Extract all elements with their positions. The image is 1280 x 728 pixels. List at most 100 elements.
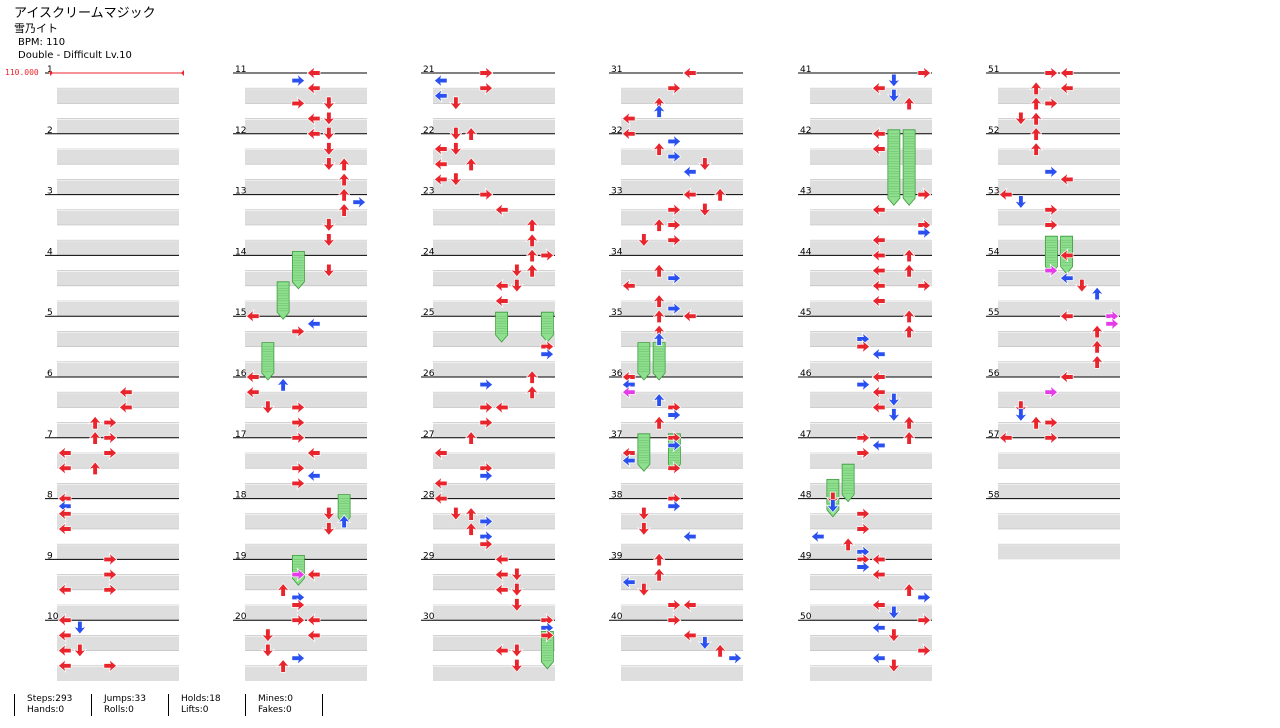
step-arrow — [636, 506, 652, 521]
step-arrow — [509, 278, 525, 293]
beat-band — [433, 606, 555, 621]
measure-number: 41 — [800, 65, 811, 75]
beat-band — [245, 514, 367, 529]
measure-number: 30 — [423, 612, 435, 622]
step-arrow — [306, 316, 321, 332]
step-arrow — [509, 582, 525, 597]
step-arrow — [856, 339, 871, 354]
measure-number: 1 — [47, 65, 53, 75]
step-arrow — [494, 202, 509, 218]
step-arrow — [321, 233, 337, 248]
step-arrow — [651, 104, 667, 118]
step-arrow — [621, 384, 636, 400]
beat-band — [998, 210, 1120, 225]
beat-band — [810, 302, 932, 317]
step-arrow — [321, 96, 337, 111]
beat-band — [810, 636, 932, 651]
beat-band — [245, 362, 367, 377]
step-arrow — [697, 636, 713, 650]
stat-fakes: Fakes:0 — [258, 705, 292, 715]
step-arrow — [651, 142, 667, 156]
step-arrow — [524, 370, 540, 384]
beat-band — [57, 545, 179, 560]
step-arrow — [667, 612, 682, 628]
step-arrow — [509, 643, 525, 658]
stat-mines: Mines:0 — [258, 694, 293, 704]
step-arrow — [917, 590, 932, 605]
step-arrow — [871, 567, 886, 582]
beat-band — [998, 271, 1120, 286]
measure-number: 58 — [988, 491, 1000, 501]
step-arrow — [651, 392, 667, 407]
step-arrow — [1059, 80, 1074, 96]
measure-number: 33 — [611, 187, 622, 197]
beat-band — [57, 575, 179, 590]
beat-band — [245, 89, 367, 104]
step-arrow — [57, 498, 72, 514]
step-arrow — [479, 468, 494, 484]
stat-hands: Hands:0 — [27, 705, 65, 715]
beat-band — [245, 393, 367, 408]
step-arrow — [306, 468, 321, 484]
beat-band — [57, 514, 179, 529]
beat-band — [998, 393, 1120, 408]
beat-band — [245, 575, 367, 590]
step-arrow — [651, 294, 667, 308]
beat-band — [433, 393, 555, 408]
step-arrow — [667, 202, 682, 218]
step-arrow — [1044, 430, 1059, 446]
measure-number: 11 — [235, 65, 246, 75]
step-arrow — [871, 278, 886, 294]
step-arrow — [621, 445, 636, 461]
measure-number: 7 — [47, 430, 53, 440]
step-arrow — [871, 202, 886, 218]
step-arrow — [1013, 195, 1029, 210]
beat-band — [245, 606, 367, 621]
step-chart: 1234567891011121314151617181920212223242… — [45, 65, 1120, 681]
step-arrow — [901, 430, 917, 445]
step-arrow — [291, 400, 306, 415]
step-arrow — [524, 385, 540, 400]
step-arrow — [856, 430, 871, 446]
beat-band — [621, 150, 743, 165]
step-arrow — [871, 346, 886, 362]
beat-band — [433, 545, 555, 560]
step-arrow — [886, 658, 902, 673]
step-arrow — [306, 126, 321, 142]
beat-band — [810, 575, 932, 590]
beat-band — [621, 575, 743, 590]
measure-number: 29 — [423, 551, 435, 561]
step-arrow — [275, 377, 291, 392]
step-arrow — [479, 514, 494, 529]
step-arrow — [463, 157, 479, 172]
measure-number: 15 — [235, 308, 246, 318]
beat-band — [621, 514, 743, 529]
step-arrow — [682, 187, 697, 202]
step-arrow — [901, 263, 917, 278]
step-arrow — [433, 88, 448, 104]
step-arrow — [667, 597, 682, 613]
step-arrow — [998, 430, 1013, 446]
step-arrow — [667, 80, 682, 96]
beat-band — [57, 362, 179, 377]
step-arrow — [448, 172, 464, 187]
step-arrow — [621, 377, 636, 392]
measure-number: 12 — [235, 126, 246, 136]
measure-number: 9 — [47, 551, 53, 561]
step-arrow — [103, 445, 118, 461]
step-arrow — [856, 559, 871, 575]
step-arrow — [886, 408, 902, 422]
measure-number: 47 — [800, 430, 811, 440]
step-arrow — [57, 506, 72, 522]
step-arrow — [667, 460, 682, 476]
step-arrow — [917, 278, 932, 294]
beat-band — [810, 423, 932, 438]
step-arrow — [667, 407, 682, 423]
beat-band — [621, 454, 743, 469]
step-arrow — [901, 96, 917, 111]
beat-band — [433, 423, 555, 438]
step-arrow — [682, 529, 697, 544]
step-arrow — [291, 73, 306, 88]
beat-band — [621, 484, 743, 499]
step-arrow — [871, 438, 886, 453]
